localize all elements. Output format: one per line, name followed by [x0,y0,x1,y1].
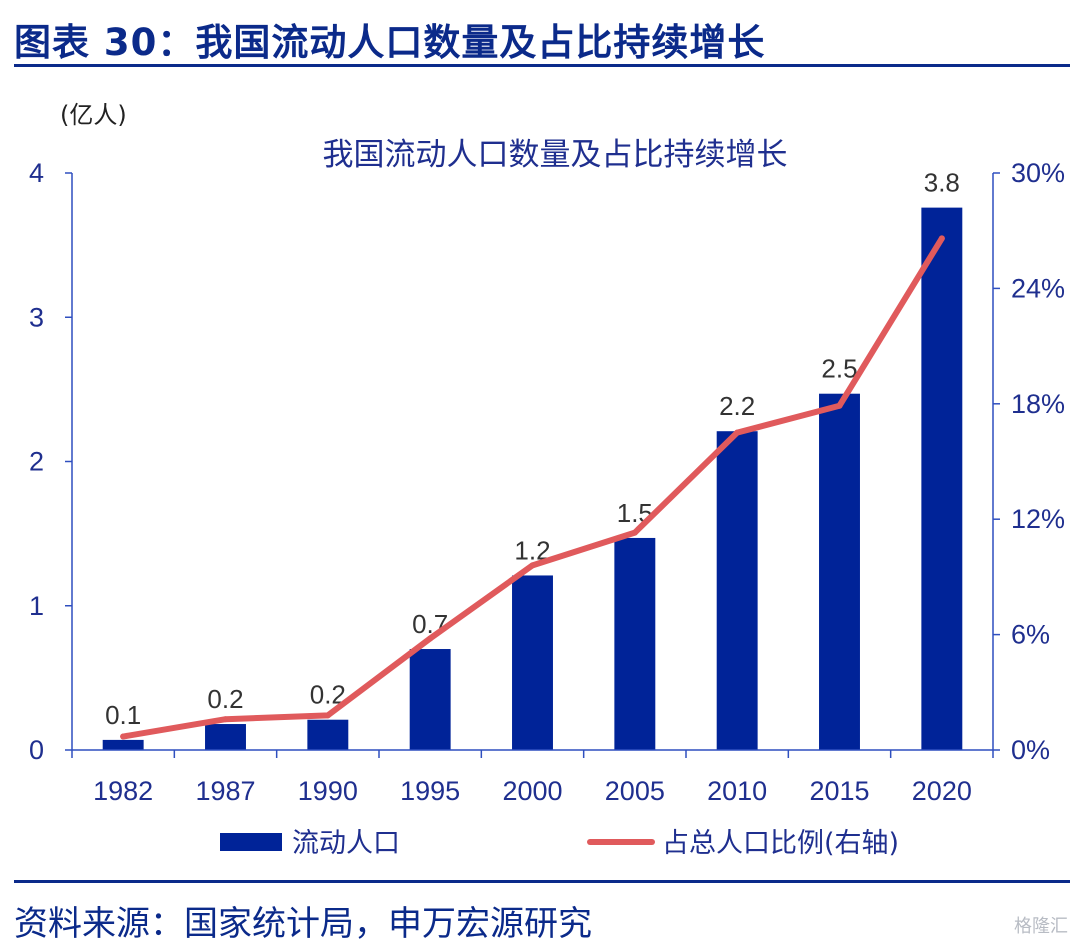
y-right-tick-label: 0% [1011,735,1050,765]
bar-value-label: 0.1 [105,700,141,730]
bar-2000 [512,575,553,750]
ratio-point-2015 [836,402,843,409]
source-rule [14,880,1070,883]
y-left-tick-label: 3 [29,302,44,332]
ratio-point-2005 [631,529,638,536]
x-tick-label: 2000 [502,776,562,806]
bar-2020 [921,207,963,750]
ratio-point-1995 [427,635,434,642]
bar-1987 [205,724,246,750]
bar-2015 [819,393,860,750]
bar-value-label: 2.5 [821,354,857,384]
bar-1990 [307,719,349,750]
bar-1982 [102,739,144,750]
chart-title: 我国流动人口数量及占比持续增长 [323,137,788,173]
ratio-point-1982 [120,733,127,740]
bar-1995 [409,649,451,750]
legend-label-line: 占总人口比例(右轴) [662,828,899,859]
x-tick-label: 2020 [912,776,972,806]
ratio-point-2010 [734,429,741,436]
bar-2010 [716,431,758,750]
x-tick-label: 1987 [195,776,255,806]
y-left-tick-label: 0 [29,735,44,765]
watermark: 格隆汇 [1014,916,1068,937]
title-underline [14,64,1070,67]
y-unit-label: (亿人) [60,101,127,129]
y-left-tick-label: 1 [29,591,44,621]
legend-label-bars: 流动人口 [292,828,400,859]
ratio-point-1987 [222,716,229,723]
bar-value-label: 0.7 [412,609,448,639]
x-tick-label: 2005 [605,776,665,806]
x-tick-label: 2015 [809,776,869,806]
x-tick-label: 1982 [93,776,153,806]
x-tick-label: 1990 [298,776,358,806]
bar-value-label: 0.2 [207,684,243,714]
x-tick-label: 1995 [400,776,460,806]
ratio-point-2000 [529,562,536,569]
bar-value-label: 2.2 [719,391,755,421]
legend-swatch-bars [220,833,282,851]
y-right-tick-label: 30% [1011,158,1065,188]
y-left-tick-label: 2 [29,447,44,477]
bar-value-label: 3.8 [924,168,960,198]
source-note: 资料来源：国家统计局，申万宏源研究 [14,904,592,944]
figure-title: 图表 30：我国流动人口数量及占比持续增长 [14,21,766,64]
y-right-tick-label: 18% [1011,389,1065,419]
x-tick-label: 2010 [707,776,767,806]
ratio-point-1990 [324,712,331,719]
y-right-tick-label: 12% [1011,504,1065,534]
y-right-tick-label: 24% [1011,273,1065,303]
y-right-tick-label: 6% [1011,620,1050,650]
chart: (亿人) 我国流动人口数量及占比持续增长 0.10.2 0.20.71.21.52… [29,101,1065,859]
bar-2005 [614,537,656,750]
y-left-tick-label: 4 [29,158,44,188]
ratio-point-2020 [938,235,945,242]
